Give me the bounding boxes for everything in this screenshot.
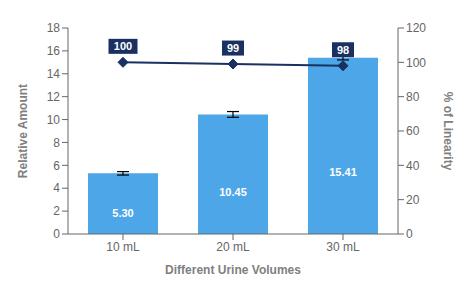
svg-text:100: 100: [114, 40, 132, 52]
svg-text:2: 2: [53, 204, 60, 218]
svg-text:Different Urine Volumes: Different Urine Volumes: [165, 263, 301, 277]
svg-text:10: 10: [47, 113, 61, 127]
svg-text:18: 18: [47, 21, 61, 35]
svg-text:4: 4: [53, 181, 60, 195]
svg-text:0: 0: [406, 227, 413, 241]
svg-text:10.45: 10.45: [219, 186, 247, 198]
svg-text:12: 12: [47, 90, 61, 104]
svg-text:20 mL: 20 mL: [216, 240, 250, 254]
svg-text:30 mL: 30 mL: [326, 240, 360, 254]
svg-text:80: 80: [406, 90, 420, 104]
svg-text:0: 0: [53, 227, 60, 241]
svg-text:99: 99: [227, 42, 239, 54]
svg-text:20: 20: [406, 193, 420, 207]
svg-text:5.30: 5.30: [112, 207, 133, 219]
svg-text:14: 14: [47, 67, 61, 81]
svg-text:60: 60: [406, 124, 420, 138]
svg-text:15.41: 15.41: [329, 166, 357, 178]
svg-text:120: 120: [406, 21, 426, 35]
svg-text:100: 100: [406, 56, 426, 70]
svg-text:Relative Amount: Relative Amount: [16, 84, 30, 178]
svg-text:98: 98: [337, 44, 349, 56]
svg-text:6: 6: [53, 159, 60, 173]
svg-text:% of Linearity: % of Linearity: [441, 92, 455, 171]
svg-text:10 mL: 10 mL: [106, 240, 140, 254]
svg-text:40: 40: [406, 159, 420, 173]
svg-text:16: 16: [47, 44, 61, 58]
svg-text:8: 8: [53, 136, 60, 150]
